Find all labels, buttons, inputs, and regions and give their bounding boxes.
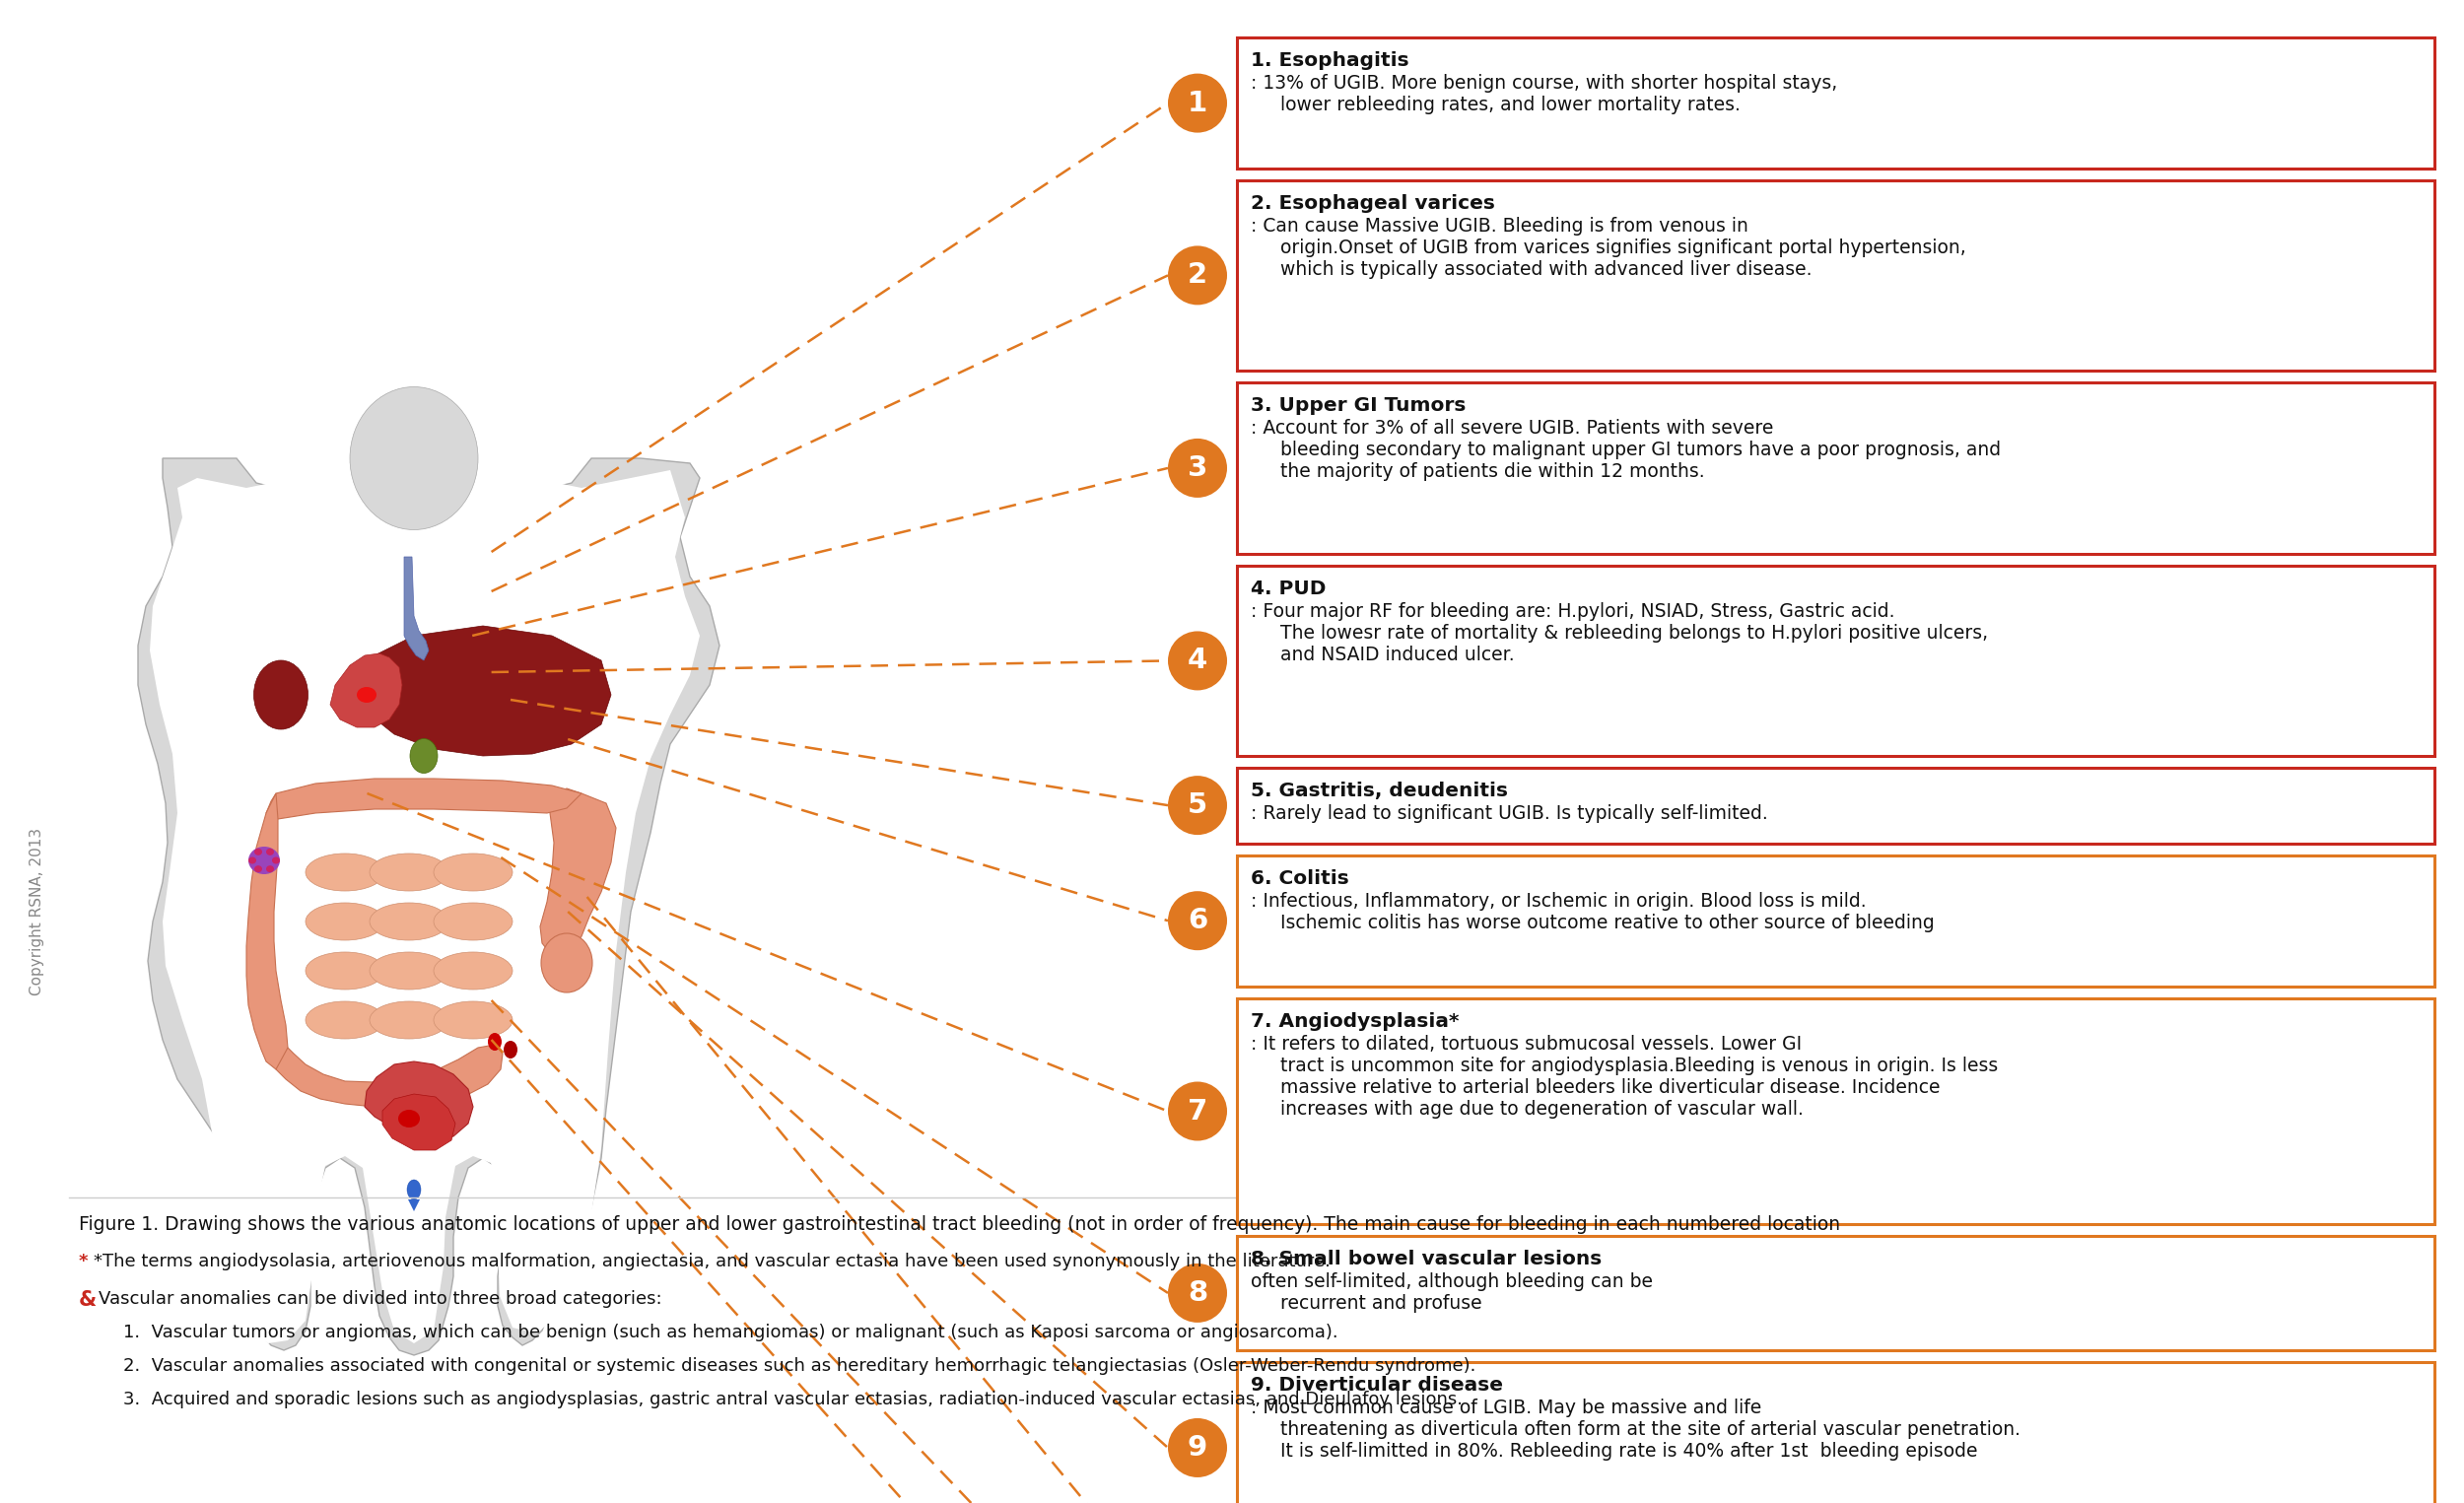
- Text: : Account for 3% of all severe UGIB. Patients with severe
     bleeding secondar: : Account for 3% of all severe UGIB. Pat…: [1252, 419, 2001, 481]
- Text: 4: 4: [1188, 646, 1207, 675]
- FancyBboxPatch shape: [1237, 567, 2434, 756]
- Ellipse shape: [434, 951, 513, 989]
- FancyBboxPatch shape: [1237, 382, 2434, 555]
- Circle shape: [1168, 631, 1227, 690]
- Ellipse shape: [249, 846, 281, 875]
- Ellipse shape: [249, 857, 256, 864]
- Ellipse shape: [254, 866, 261, 872]
- Text: : Most common cause of LGIB. May be massive and life
     threatening as diverti: : Most common cause of LGIB. May be mass…: [1252, 1398, 2020, 1461]
- Text: 2: 2: [1188, 262, 1207, 289]
- Polygon shape: [138, 443, 719, 1356]
- Ellipse shape: [370, 854, 448, 891]
- Circle shape: [1168, 1264, 1227, 1323]
- Text: : It refers to dilated, tortuous submucosal vessels. Lower GI
     tract is unco: : It refers to dilated, tortuous submuco…: [1252, 1036, 1998, 1118]
- Polygon shape: [404, 556, 429, 660]
- Ellipse shape: [357, 687, 377, 703]
- Circle shape: [1168, 74, 1227, 132]
- Ellipse shape: [271, 857, 281, 864]
- FancyBboxPatch shape: [1237, 1362, 2434, 1503]
- Text: : Four major RF for bleeding are: H.pylori, NSIAD, Stress, Gastric acid.
     Th: : Four major RF for bleeding are: H.pylo…: [1252, 603, 1988, 664]
- Ellipse shape: [434, 903, 513, 941]
- Text: Copyright RSNA, 2013: Copyright RSNA, 2013: [30, 828, 44, 995]
- Ellipse shape: [254, 660, 308, 729]
- Polygon shape: [365, 625, 611, 756]
- Circle shape: [1168, 891, 1227, 950]
- FancyBboxPatch shape: [1237, 180, 2434, 370]
- Text: 3.  Acquired and sporadic lesions such as angiodysplasias, gastric antral vascul: 3. Acquired and sporadic lesions such as…: [123, 1390, 1464, 1408]
- Text: 3: 3: [1188, 454, 1207, 482]
- Text: 1.  Vascular tumors or angiomas, which can be benign (such as hemangiomas) or ma: 1. Vascular tumors or angiomas, which ca…: [123, 1324, 1338, 1341]
- Text: *The terms angiodysolasia, arteriovenous malformation, angiectasia, and vascular: *The terms angiodysolasia, arteriovenous…: [94, 1252, 1331, 1270]
- Ellipse shape: [266, 866, 274, 872]
- FancyBboxPatch shape: [1237, 1235, 2434, 1350]
- Ellipse shape: [409, 738, 439, 773]
- FancyBboxPatch shape: [1237, 855, 2434, 986]
- Polygon shape: [276, 1045, 503, 1106]
- Text: 7. Angiodysplasia*: 7. Angiodysplasia*: [1252, 1012, 1459, 1031]
- Circle shape: [1168, 1419, 1227, 1477]
- Polygon shape: [150, 454, 700, 1344]
- Circle shape: [1168, 439, 1227, 497]
- Text: 1. Esophagitis: 1. Esophagitis: [1252, 51, 1409, 71]
- Polygon shape: [540, 789, 616, 956]
- Ellipse shape: [434, 1001, 513, 1039]
- Text: 9. Diverticular disease: 9. Diverticular disease: [1252, 1375, 1503, 1395]
- Text: 4. PUD: 4. PUD: [1252, 580, 1326, 598]
- Circle shape: [1168, 1082, 1227, 1141]
- Ellipse shape: [254, 848, 261, 855]
- Text: Vascular anomalies can be divided into three broad categories:: Vascular anomalies can be divided into t…: [99, 1290, 663, 1308]
- Ellipse shape: [306, 903, 384, 941]
- Text: 6: 6: [1188, 906, 1207, 935]
- Ellipse shape: [306, 1001, 384, 1039]
- Text: : Can cause Massive UGIB. Bleeding is from venous in
     origin.Onset of UGIB f: : Can cause Massive UGIB. Bleeding is fr…: [1252, 218, 1966, 280]
- Ellipse shape: [350, 386, 478, 529]
- Polygon shape: [246, 794, 288, 1069]
- Text: 2. Esophageal varices: 2. Esophageal varices: [1252, 194, 1496, 213]
- Ellipse shape: [434, 854, 513, 891]
- FancyBboxPatch shape: [1237, 768, 2434, 843]
- Ellipse shape: [370, 1001, 448, 1039]
- Text: 5. Gastritis, deudenitis: 5. Gastritis, deudenitis: [1252, 782, 1508, 800]
- Ellipse shape: [266, 848, 274, 855]
- FancyBboxPatch shape: [1237, 38, 2434, 168]
- FancyBboxPatch shape: [1237, 998, 2434, 1225]
- Text: : 13% of UGIB. More benign course, with shorter hospital stays,
     lower reble: : 13% of UGIB. More benign course, with …: [1252, 74, 1838, 114]
- Text: 1: 1: [1188, 89, 1207, 117]
- Text: 7: 7: [1188, 1097, 1207, 1126]
- Text: *: *: [79, 1252, 89, 1270]
- Polygon shape: [409, 1199, 419, 1211]
- Ellipse shape: [306, 854, 384, 891]
- Ellipse shape: [407, 1180, 421, 1199]
- Ellipse shape: [399, 1109, 419, 1127]
- Text: 9: 9: [1188, 1434, 1207, 1461]
- Ellipse shape: [488, 1033, 503, 1051]
- Circle shape: [1168, 776, 1227, 834]
- Ellipse shape: [370, 903, 448, 941]
- Text: 8. Small bowel vascular lesions: 8. Small bowel vascular lesions: [1252, 1250, 1602, 1269]
- Text: often self-limited, although bleeding can be
     recurrent and profuse: often self-limited, although bleeding ca…: [1252, 1273, 1653, 1314]
- Polygon shape: [266, 779, 582, 819]
- Text: &: &: [79, 1290, 96, 1309]
- Ellipse shape: [370, 951, 448, 989]
- Text: 3. Upper GI Tumors: 3. Upper GI Tumors: [1252, 395, 1466, 415]
- Ellipse shape: [503, 1040, 517, 1058]
- Text: : Rarely lead to significant UGIB. Is typically self-limited.: : Rarely lead to significant UGIB. Is ty…: [1252, 804, 1769, 822]
- Text: Figure 1. Drawing shows the various anatomic locations of upper and lower gastro: Figure 1. Drawing shows the various anat…: [79, 1216, 1841, 1234]
- Text: 8: 8: [1188, 1279, 1207, 1306]
- Ellipse shape: [542, 933, 591, 992]
- Polygon shape: [330, 654, 402, 727]
- Polygon shape: [365, 1061, 473, 1141]
- Text: 6. Colitis: 6. Colitis: [1252, 869, 1350, 888]
- Text: 2.  Vascular anomalies associated with congenital or systemic diseases such as h: 2. Vascular anomalies associated with co…: [123, 1357, 1476, 1375]
- Polygon shape: [382, 1094, 456, 1150]
- Text: 5: 5: [1188, 792, 1207, 819]
- Text: : Infectious, Inflammatory, or Ischemic in origin. Blood loss is mild.
     Isch: : Infectious, Inflammatory, or Ischemic …: [1252, 891, 1934, 932]
- Ellipse shape: [306, 951, 384, 989]
- Circle shape: [1168, 246, 1227, 305]
